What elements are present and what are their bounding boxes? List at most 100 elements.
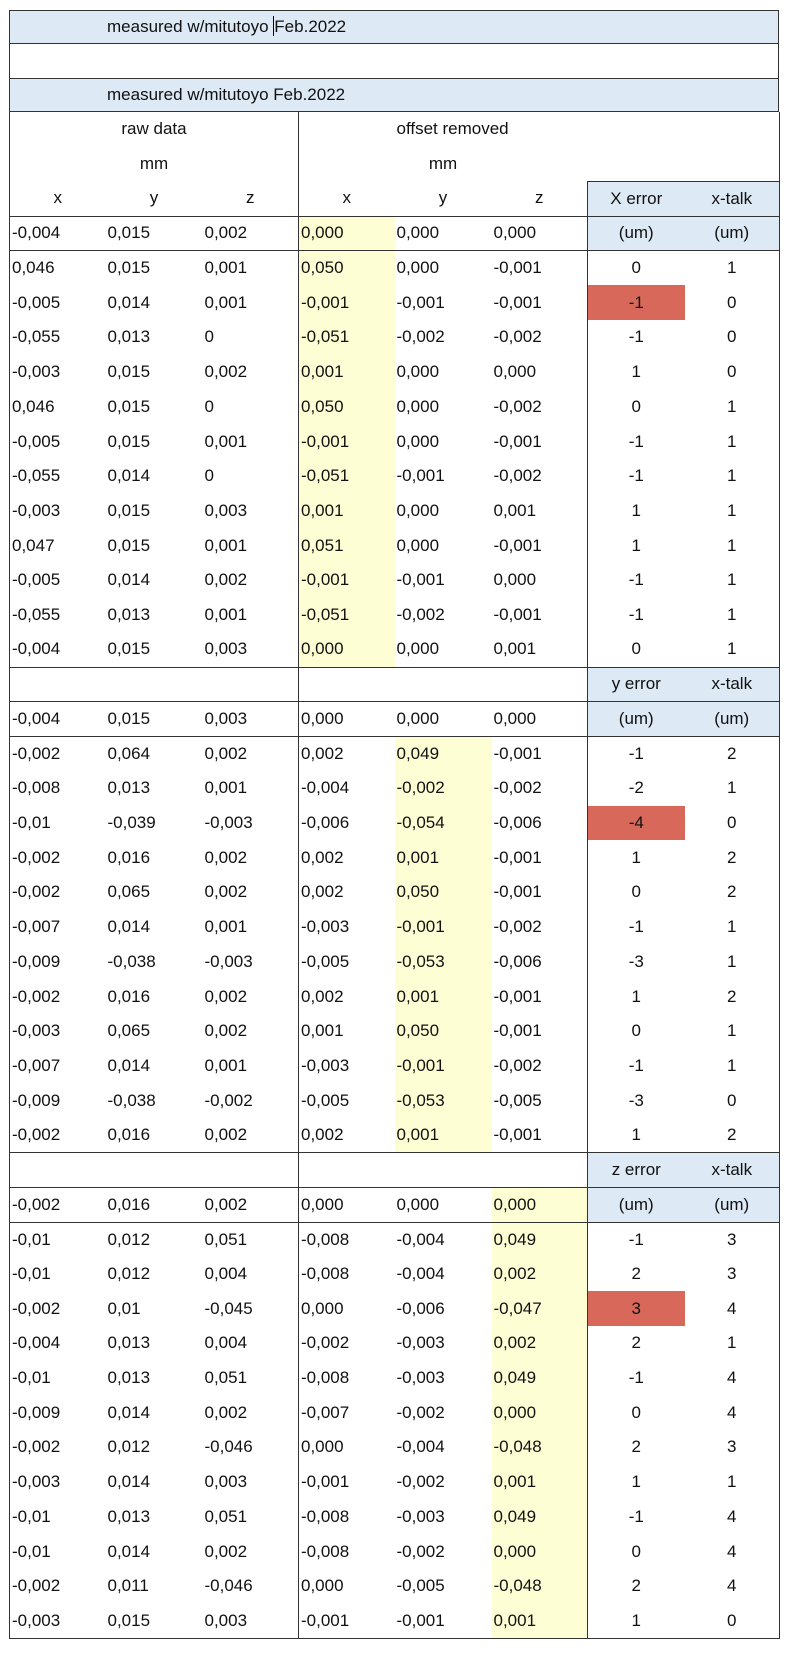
data-cell[interactable]: 0,050 (394, 875, 492, 910)
data-cell[interactable]: -0,004 (396, 1437, 445, 1457)
xtalk-cell[interactable]: 1 (684, 1464, 781, 1500)
data-cell[interactable]: 0,051 (298, 528, 395, 563)
data-cell[interactable]: 0,002 (202, 736, 299, 772)
error-cell[interactable]: 2 (587, 1256, 685, 1292)
data-cell[interactable]: 0,000 (491, 1395, 588, 1431)
data-cell[interactable]: 0,001 (394, 840, 492, 876)
data-cell[interactable]: -0,051 (298, 458, 395, 494)
data-cell[interactable]: 0,013 (107, 778, 151, 798)
data-cell[interactable]: -0,001 (298, 424, 395, 459)
data-cell[interactable]: -0,007 (301, 1402, 350, 1422)
data-cell[interactable]: 0,001 (202, 771, 299, 806)
data-cell[interactable]: 0,002 (202, 1395, 299, 1431)
col-header-raw-x[interactable]: x (9, 181, 106, 217)
data-cell[interactable]: 0,002 (202, 840, 299, 876)
error-cell[interactable]: 1 (587, 1464, 685, 1500)
xtalk-cell[interactable]: 1 (684, 424, 781, 459)
error-cell[interactable]: 1 (587, 528, 685, 563)
data-cell[interactable]: -0,001 (394, 1048, 492, 1084)
baseline-cell[interactable]: 0,000 (394, 701, 492, 737)
xtalk-cell[interactable]: 1 (684, 493, 781, 529)
blank-cell[interactable] (105, 666, 203, 702)
xtalk-header-x[interactable]: x-talk (684, 180, 781, 217)
data-cell[interactable]: 0,001 (493, 639, 537, 659)
data-cell[interactable]: 0,002 (202, 875, 299, 910)
data-cell[interactable]: 0,012 (107, 1264, 151, 1284)
data-cell[interactable]: -0,005 (301, 951, 350, 971)
data-cell[interactable]: -0,038 (107, 1090, 156, 1110)
data-cell[interactable]: -0,002 (493, 778, 542, 798)
error-cell[interactable]: 1 (587, 979, 685, 1014)
data-cell[interactable]: 0 (202, 389, 299, 425)
data-cell[interactable]: -0,009 (9, 1083, 106, 1118)
data-cell[interactable]: -0,039 (107, 813, 156, 833)
data-cell[interactable]: -0,002 (9, 736, 106, 772)
data-cell[interactable]: 0,065 (107, 1021, 151, 1041)
data-cell[interactable]: 0,001 (202, 597, 299, 633)
blank-cell[interactable] (105, 1152, 203, 1188)
data-cell[interactable]: 0,014 (107, 1055, 151, 1075)
xtalk-cell[interactable]: 1 (684, 250, 781, 286)
data-cell[interactable]: -0,048 (491, 1430, 588, 1465)
data-cell[interactable]: -0,002 (301, 1333, 350, 1353)
unit-um-xtalk[interactable]: (um) (684, 1186, 781, 1223)
data-cell[interactable]: 0,002 (301, 882, 344, 902)
data-cell[interactable]: -0,003 (202, 944, 299, 980)
data-cell[interactable]: 0,001 (202, 285, 299, 321)
data-cell[interactable]: 0,001 (298, 493, 395, 529)
xtalk-cell[interactable]: 3 (684, 1430, 781, 1465)
data-cell[interactable]: 0,000 (396, 258, 440, 278)
data-cell[interactable]: -0,002 (9, 979, 106, 1014)
xtalk-cell[interactable]: 0 (684, 1083, 781, 1118)
unit-um-xtalk[interactable]: (um) (684, 701, 781, 737)
xtalk-cell[interactable]: 4 (684, 1291, 781, 1327)
data-cell[interactable]: 0 (202, 458, 299, 494)
data-cell[interactable]: 0,013 (107, 327, 151, 347)
data-cell[interactable]: -0,045 (202, 1291, 299, 1327)
data-cell[interactable]: 0,011 (107, 1576, 149, 1596)
data-cell[interactable]: -0,003 (9, 1464, 106, 1500)
data-cell[interactable]: 0,000 (301, 1437, 344, 1457)
data-cell[interactable]: -0,01 (9, 1499, 106, 1535)
data-cell[interactable]: 0,003 (202, 1603, 299, 1639)
data-cell[interactable]: 0,000 (298, 632, 395, 667)
baseline-cell[interactable]: 0,000 (298, 701, 395, 737)
xtalk-cell[interactable]: 1 (684, 458, 781, 494)
error-cell[interactable]: 1 (587, 493, 685, 529)
data-cell[interactable]: 0,003 (202, 493, 299, 529)
data-cell[interactable]: 0,002 (301, 986, 344, 1006)
unit-um-error[interactable]: (um) (587, 215, 685, 252)
data-cell[interactable]: 0,014 (107, 466, 151, 486)
data-cell[interactable]: 0,000 (396, 396, 440, 416)
data-cell[interactable]: 0,001 (493, 500, 537, 520)
error-cell[interactable]: 0 (587, 1534, 685, 1569)
col-header-raw-z[interactable]: z (202, 181, 299, 217)
xtalk-cell[interactable]: 4 (684, 1395, 781, 1431)
xtalk-cell[interactable]: 4 (684, 1568, 781, 1604)
data-cell[interactable]: 0,000 (396, 431, 440, 451)
data-cell[interactable]: 0,064 (107, 743, 151, 763)
data-cell[interactable]: 0,016 (107, 986, 151, 1006)
data-cell[interactable]: 0,051 (202, 1499, 299, 1535)
data-cell[interactable]: 0,012 (107, 1437, 151, 1457)
empty-band[interactable] (9, 44, 779, 78)
data-cell[interactable]: 0,002 (202, 1534, 299, 1569)
xtalk-cell[interactable]: 1 (684, 562, 781, 598)
data-cell[interactable]: -0,004 (396, 1229, 445, 1249)
data-cell[interactable]: 0,015 (107, 258, 151, 278)
data-cell[interactable]: -0,003 (396, 1506, 445, 1526)
data-cell[interactable]: -0,001 (394, 909, 492, 945)
data-cell[interactable]: 0,015 (107, 535, 151, 555)
error-header-x[interactable]: X error (587, 180, 685, 217)
data-cell[interactable]: 0 (202, 320, 299, 355)
data-cell[interactable]: -0,006 (301, 813, 350, 833)
data-cell[interactable]: -0,055 (9, 597, 106, 633)
data-cell[interactable]: -0,008 (301, 1264, 350, 1284)
data-cell[interactable]: 0,01 (107, 1298, 141, 1318)
data-cell[interactable]: -0,001 (298, 285, 395, 321)
error-cell[interactable]: 0 (587, 389, 685, 425)
error-cell[interactable]: -1 (587, 1048, 685, 1084)
data-cell[interactable]: 0,000 (396, 500, 440, 520)
data-cell[interactable]: -0,009 (9, 944, 106, 980)
data-cell[interactable]: 0,049 (491, 1360, 588, 1396)
